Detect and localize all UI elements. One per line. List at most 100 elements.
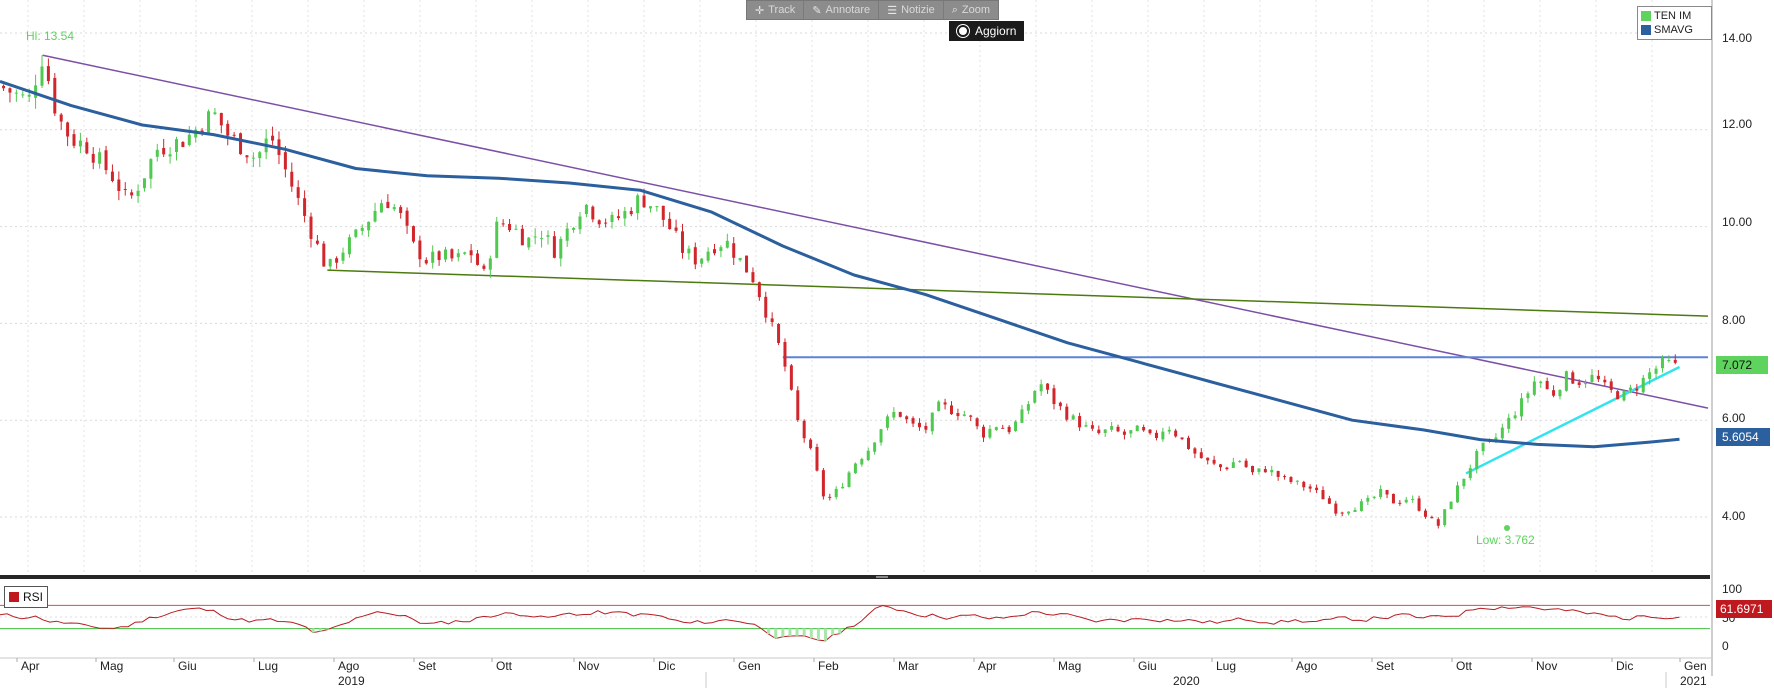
candle-body-185: [1186, 437, 1190, 449]
candle-body-22: [142, 178, 146, 189]
candle-body-250: [1603, 379, 1607, 383]
candle-body-154: [988, 428, 992, 438]
candle-body-81: [520, 228, 524, 246]
candle-body-49: [315, 240, 319, 244]
zoom-button[interactable]: ⌕ Zoom: [944, 1, 998, 19]
candle-body-220: [1411, 498, 1415, 500]
candle-body-56: [360, 227, 364, 231]
candle-body-237: [1520, 398, 1524, 417]
candle-body-167: [1071, 415, 1075, 420]
candle-body-235: [1507, 417, 1511, 429]
candle-body-135: [866, 450, 870, 461]
y-tick-14: 14.00: [1722, 31, 1752, 45]
candle-body-2: [14, 92, 18, 94]
candle-body-115: [738, 257, 742, 261]
candle-body-207: [1327, 498, 1331, 504]
candle-body-180: [1154, 432, 1158, 439]
candle-body-62: [399, 207, 403, 214]
rsi-tick-100: 100: [1722, 582, 1742, 596]
y-tick-10: 10.00: [1722, 215, 1752, 229]
candle-body-240: [1539, 381, 1543, 384]
candle-body-122: [783, 342, 787, 367]
candle-body-46: [296, 187, 300, 198]
candle-body-178: [1142, 426, 1146, 431]
candle-body-222: [1423, 510, 1427, 517]
candle-body-117: [751, 272, 755, 283]
candle-body-210: [1347, 511, 1351, 514]
candle-body-107: [687, 248, 691, 254]
candle-body-129: [828, 496, 832, 498]
candle-body-39: [251, 157, 255, 159]
candle-body-236: [1513, 415, 1517, 419]
candle-body-99: [636, 195, 640, 214]
candle-body-123: [789, 365, 793, 390]
legend-item-sma[interactable]: SMAVG: [1641, 23, 1708, 37]
candle-body-73: [469, 250, 473, 256]
refresh-button[interactable]: Aggiorn: [949, 21, 1025, 41]
candle-body-116: [745, 255, 749, 273]
candle-body-140: [898, 412, 902, 417]
x-tick-label-2: Giu: [178, 659, 197, 673]
track-button[interactable]: ✛ Track: [747, 1, 805, 19]
candle-body-191: [1225, 467, 1229, 470]
candle-body-195: [1251, 465, 1255, 473]
candle-body-10: [66, 122, 70, 137]
candle-body-233: [1494, 437, 1498, 440]
candle-body-226: [1449, 501, 1453, 510]
news-button[interactable]: ☰ Notizie: [879, 1, 944, 19]
refresh-dot-icon: [957, 25, 969, 37]
candle-body-249: [1596, 375, 1600, 380]
candle-body-252: [1616, 391, 1620, 400]
x-tick-label-0: Apr: [21, 659, 40, 673]
candle-body-253: [1622, 390, 1626, 401]
candle-body-3: [21, 94, 25, 96]
candle-body-164: [1052, 388, 1056, 405]
candle-body-206: [1321, 490, 1325, 500]
candle-body-200: [1283, 476, 1287, 478]
panel-divider[interactable]: [0, 575, 1710, 579]
candle-body-256: [1641, 377, 1645, 393]
low-marker: [1504, 525, 1510, 531]
candle-body-110: [706, 251, 710, 261]
rsi-badge[interactable]: RSI: [4, 586, 49, 608]
candle-body-74: [476, 253, 480, 265]
candle-body-176: [1129, 430, 1133, 434]
rsi-label: RSI: [23, 590, 44, 604]
candle-body-76: [488, 258, 492, 270]
year-2020: 2020: [1173, 674, 1200, 688]
candle-body-247: [1584, 383, 1588, 385]
candle-body-120: [770, 318, 774, 323]
candle-body-259: [1660, 358, 1664, 369]
candle-body-184: [1180, 437, 1184, 440]
candle-body-173: [1110, 426, 1114, 430]
candle-body-215: [1379, 488, 1383, 498]
candle-body-65: [418, 240, 422, 260]
last-rsi-label: 61.6971: [1720, 602, 1764, 616]
x-tick-label-21: Gen: [1684, 659, 1707, 673]
candle-body-255: [1635, 388, 1639, 391]
candle-body-128: [821, 470, 825, 497]
x-tick-label-3: Lug: [258, 659, 278, 673]
candle-body-77: [495, 221, 499, 258]
last-price-label: 7.072: [1722, 358, 1752, 372]
candle-body-54: [347, 237, 351, 255]
candle-body-162: [1039, 384, 1043, 392]
candle-body-52: [335, 258, 339, 263]
trendline-green: [327, 269, 1709, 317]
legend-item-price[interactable]: TEN IM: [1641, 9, 1708, 23]
candle-body-114: [732, 243, 736, 258]
candle-body-186: [1193, 448, 1197, 454]
candle-body-68: [437, 251, 441, 261]
candle-body-45: [290, 171, 294, 187]
candle-body-75: [482, 265, 486, 269]
annotate-button[interactable]: ✎ Annotare: [804, 1, 880, 19]
candle-body-228: [1462, 478, 1466, 487]
candle-body-23: [149, 159, 153, 179]
candle-body-141: [905, 416, 909, 420]
divider-grip[interactable]: [876, 576, 888, 578]
candle-body-151: [969, 415, 973, 417]
candle-body-79: [508, 223, 512, 231]
candle-body-70: [450, 249, 454, 259]
x-tick-label-8: Dic: [658, 659, 675, 673]
